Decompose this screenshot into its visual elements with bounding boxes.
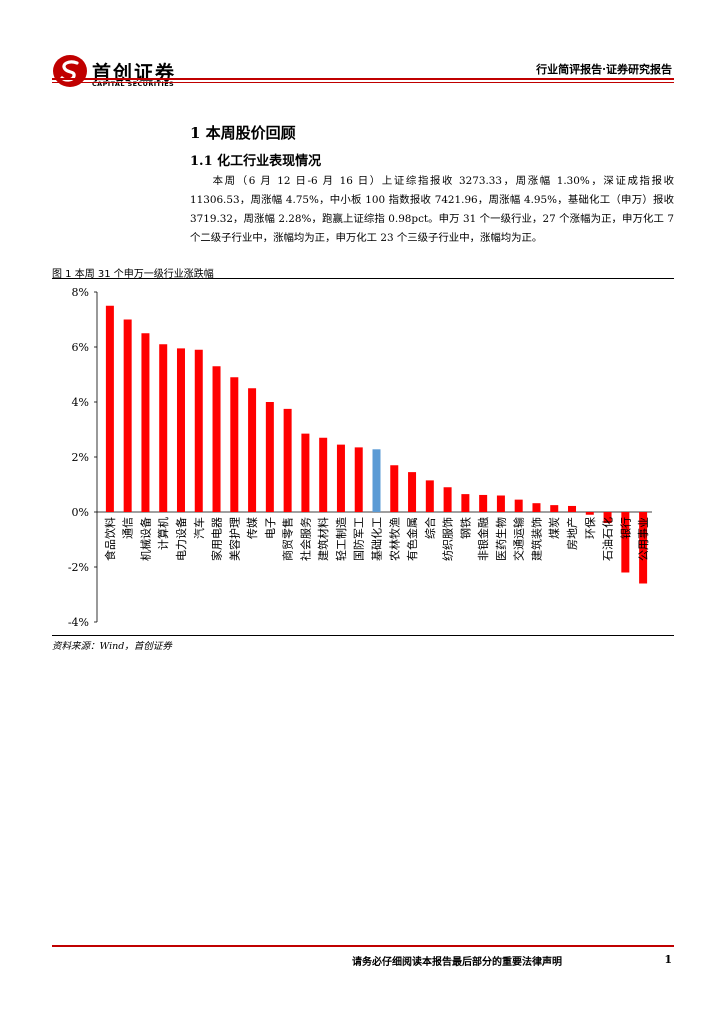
figure-bottom-rule: [52, 635, 674, 636]
bar-10: [265, 402, 274, 512]
bars: [105, 305, 648, 584]
y-tick-label: -2%: [68, 561, 89, 574]
footer-disclaimer: 请务必仔细阅读本报告最后部分的重要法律声明: [352, 957, 562, 968]
bar-19: [425, 480, 434, 513]
body-paragraph-text: 本周（6 月 12 日-6 月 16 日）上证综指报收 3273.33，周涨幅 …: [190, 175, 674, 244]
page-number: 1: [664, 953, 672, 966]
x-category-label: 家用电器: [210, 517, 224, 561]
report-type: 行业简评报告·证券研究报告: [536, 63, 672, 76]
y-tick-label: 0%: [72, 506, 89, 519]
bar-30: [621, 512, 630, 573]
x-category-label: 汽车: [192, 517, 206, 539]
x-category-label: 社会服务: [298, 517, 312, 561]
x-category-label: 国防军工: [352, 517, 366, 561]
x-category-label: 公用事业: [637, 517, 650, 561]
bar-6: [194, 349, 203, 512]
bar-24: [514, 499, 523, 513]
x-axis-labels: 食品饮料 通信 机械设备 计算机 电力设备 汽车 家用电器 美容护理 传媒 电子 商贸零售 社会服务建…: [103, 517, 650, 561]
figure-top-rule: [52, 278, 674, 279]
bar-4: [159, 344, 168, 512]
bar-16: [372, 449, 381, 512]
bar-5: [176, 348, 185, 513]
x-category-label: 房地产: [565, 517, 579, 550]
bar-17: [390, 465, 399, 512]
x-category-label: 石油石化: [601, 517, 615, 561]
x-category-label: 商贸零售: [281, 517, 295, 561]
figure-source: 资料来源：Wind，首创证券: [52, 641, 172, 652]
x-category-label: 电力设备: [174, 517, 188, 561]
bar-29: [603, 512, 612, 523]
bar-11: [283, 408, 292, 513]
x-category-label: 建筑材料: [316, 517, 330, 561]
x-category-label: 美容护理: [227, 517, 241, 561]
y-tick-label: 2%: [72, 451, 89, 464]
y-tick-label: -4%: [68, 616, 89, 629]
bar-1: [105, 305, 114, 512]
x-category-label: 基础化工: [370, 517, 384, 561]
header-rule-thin: [52, 82, 674, 83]
x-category-label: 非银金融: [476, 517, 490, 561]
body-paragraph: 本周（6 月 12 日-6 月 16 日）上证综指报收 3273.33，周涨幅 …: [190, 172, 674, 248]
bar-2: [123, 319, 132, 512]
x-category-label: 交通运输: [512, 517, 526, 561]
bar-12: [301, 433, 310, 513]
bar-13: [319, 437, 328, 512]
x-category-label: 钢铁: [459, 517, 472, 539]
bar-18: [408, 472, 417, 512]
section-heading: 1 本周股价回顾: [190, 124, 296, 142]
x-category-label: 轻工制造: [334, 517, 348, 561]
y-tick-label: 8%: [72, 286, 89, 299]
x-category-label: 综合: [423, 517, 437, 539]
bar-3: [141, 333, 150, 512]
bar-9: [248, 388, 257, 512]
x-category-label: 通信: [122, 517, 135, 539]
y-axis: 8% 6% 4% 2% 0% -2% -4%: [68, 286, 652, 629]
bar-23: [496, 495, 505, 512]
x-category-label: 纺织服饰: [441, 517, 455, 561]
x-category-label: 银行: [618, 517, 632, 539]
bar-8: [230, 377, 239, 512]
x-category-label: 建筑装饰: [529, 517, 543, 561]
industry-bar-chart: 8% 6% 4% 2% 0% -2% -4% 食品饮料 通信 机械设备 计算机 电力设备 汽车 家用电器…: [68, 286, 652, 629]
subsection-heading: 1.1 化工行业表现情况: [190, 154, 322, 169]
y-tick-label: 4%: [72, 396, 89, 409]
y-tick-label: 6%: [72, 341, 89, 354]
bar-25: [532, 503, 541, 512]
bar-20: [443, 487, 452, 512]
x-category-label: 食品饮料: [103, 517, 117, 561]
footer-rule: [52, 945, 674, 947]
x-category-label: 环保: [583, 517, 597, 539]
figure-title: 图 1 本周 31 个申万一级行业涨跌幅: [52, 269, 214, 280]
bar-31: [639, 512, 648, 584]
x-category-label: 计算机: [156, 517, 170, 550]
bar-14: [336, 444, 345, 513]
x-category-label: 医药生物: [494, 517, 508, 561]
bar-7: [212, 366, 221, 512]
bar-26: [550, 505, 559, 513]
bar-15: [354, 447, 363, 512]
bar-22: [479, 494, 488, 512]
header-rule: [52, 78, 674, 80]
bar-28: [585, 512, 594, 515]
x-category-label: 农林牧渔: [387, 517, 401, 561]
x-category-label: 有色金属: [405, 517, 419, 561]
bar-27: [568, 505, 577, 512]
logo-english-name: CAPITAL SECURITIES: [92, 80, 175, 88]
bar-21: [461, 494, 470, 512]
x-category-label: 传媒: [246, 517, 259, 539]
x-category-label: 电子: [264, 517, 277, 539]
x-category-label: 机械设备: [138, 517, 152, 561]
x-category-label: 煤炭: [548, 517, 561, 539]
